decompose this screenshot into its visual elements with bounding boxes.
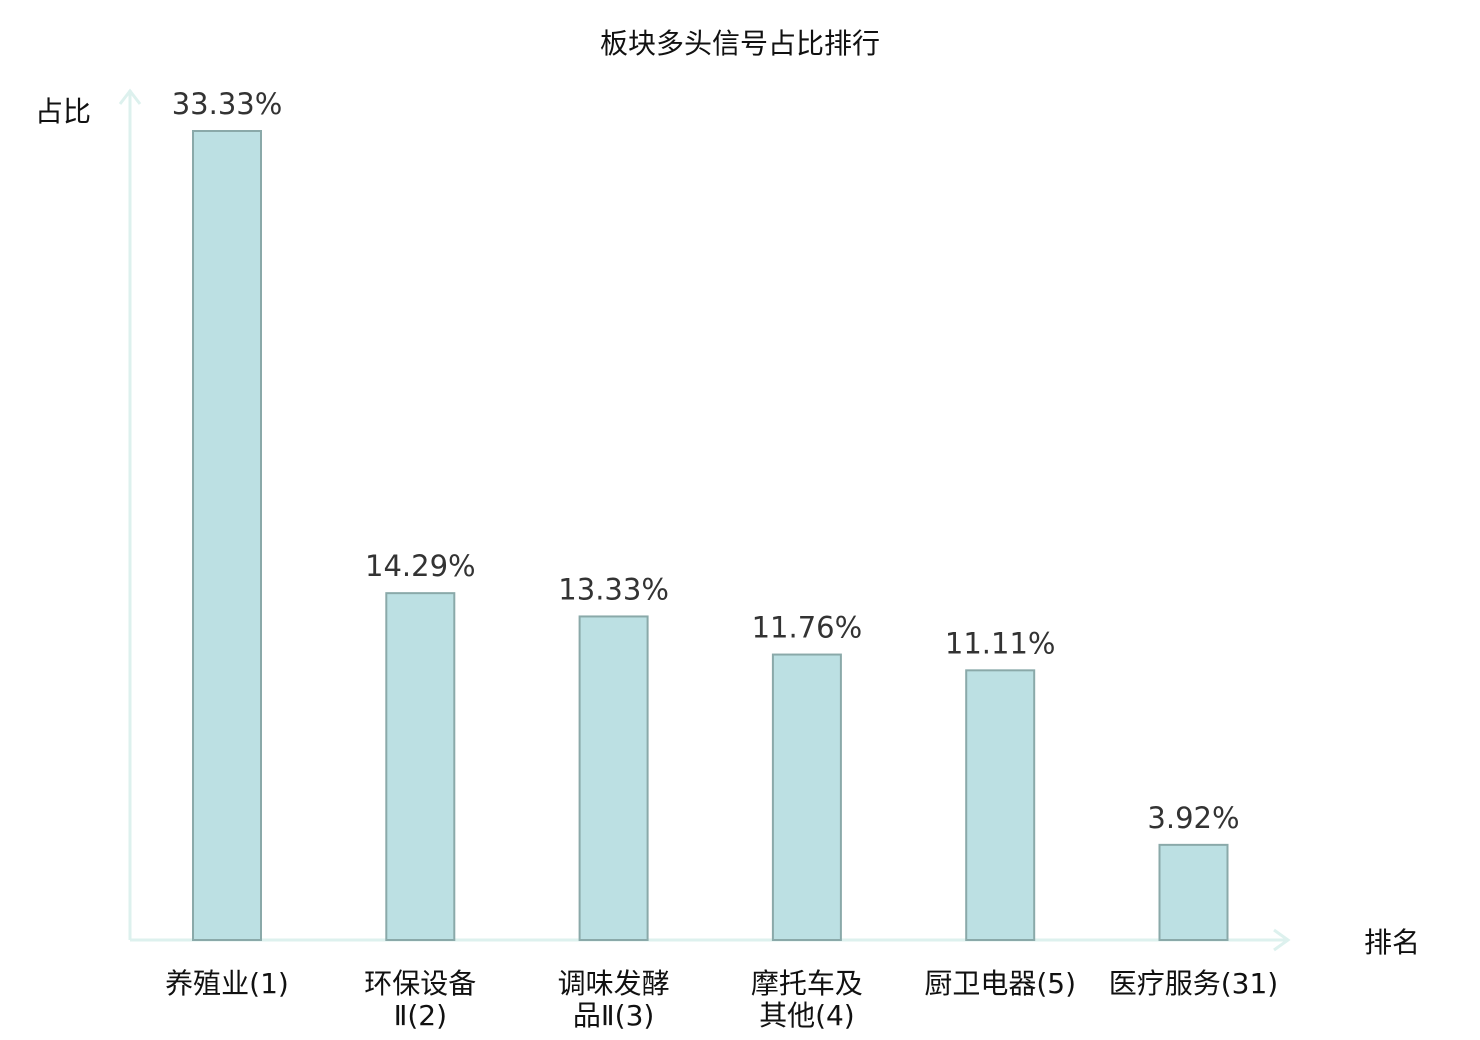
category-label: 环保设备 [364, 967, 476, 1000]
x-axis-arrow-icon [1273, 928, 1291, 952]
value-label: 11.76% [752, 611, 863, 645]
category-label: 养殖业(1) [165, 967, 289, 1000]
bar [771, 653, 842, 942]
category-label: 其他(4) [759, 999, 855, 1032]
value-label: 14.29% [365, 549, 476, 583]
bar [578, 615, 649, 941]
chart-title: 板块多头信号占比排行 [600, 27, 880, 60]
x-axis-label: 排名 [1364, 926, 1420, 959]
value-labels: 33.33% 14.29% 13.33% 11.76% 11.11% 3.92% [172, 87, 1240, 835]
bar [192, 130, 262, 941]
value-label: 11.11% [945, 626, 1056, 660]
category-label: 调味发酵 [558, 967, 670, 1000]
bar [965, 669, 1036, 941]
category-label: 品Ⅱ(3) [573, 999, 654, 1032]
axes [118, 88, 1291, 952]
category-label: 厨卫电器(5) [924, 967, 1076, 1000]
value-label: 33.33% [172, 87, 283, 121]
bar [385, 592, 456, 942]
bar [1158, 843, 1229, 942]
bars [192, 130, 1229, 942]
value-label: 13.33% [558, 572, 669, 606]
y-axis-arrow-icon [118, 88, 142, 105]
category-label: Ⅱ(2) [394, 999, 447, 1032]
value-label: 3.92% [1147, 801, 1239, 835]
y-axis-label: 占比 [35, 95, 91, 128]
category-label: 摩托车及 [751, 967, 863, 1000]
category-label: 医疗服务(31) [1109, 967, 1278, 1000]
